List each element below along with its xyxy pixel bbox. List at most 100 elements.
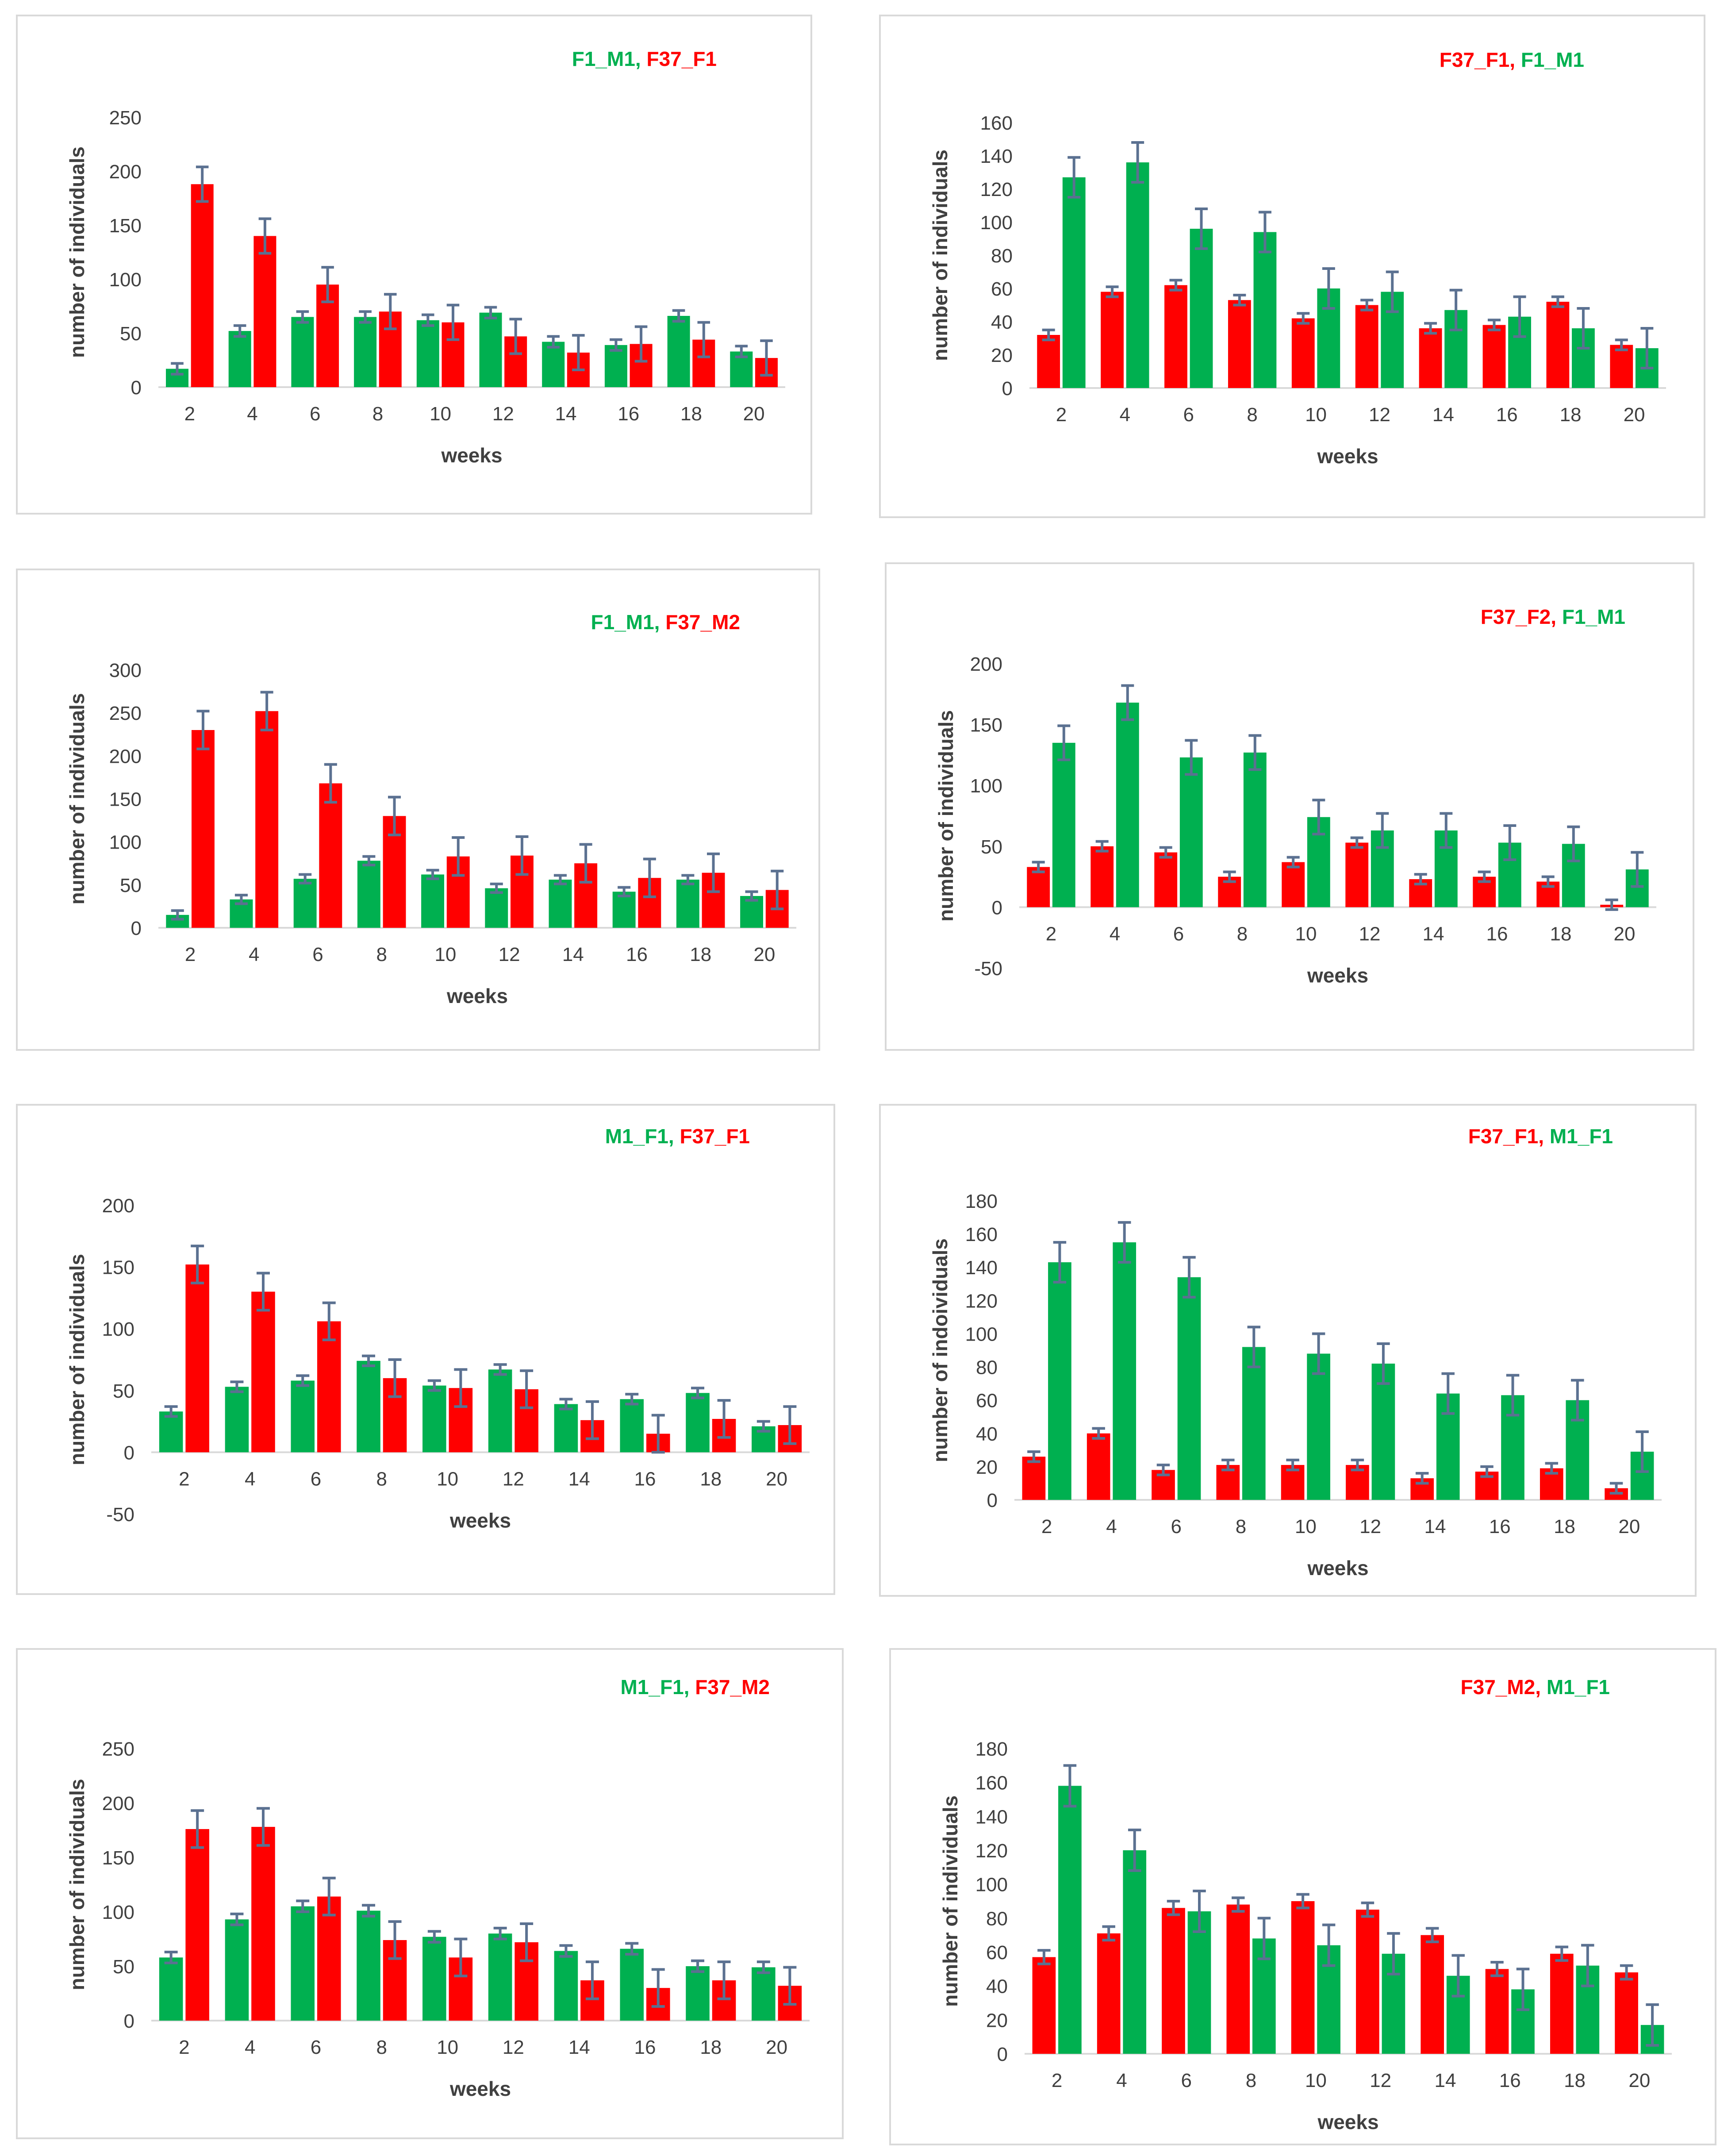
chart-7-svg: 0 50 100 150 200 250 2 4 6 8 10 12 14 16 18 20 weeks numb… — [65, 1676, 810, 2100]
error-bar-F1_M1-week-12 — [484, 306, 497, 319]
error-bar-F37_F1-week-12 — [1351, 1458, 1364, 1472]
error-bar-F37_F1-week-10 — [454, 1368, 468, 1408]
y-tick-label: 0 — [131, 918, 142, 939]
error-bar-F37_F1-week-2 — [196, 165, 209, 203]
chart-legend: M1_F1, F37_M2 — [621, 1676, 770, 1699]
x-tick-label: 10 — [437, 1468, 458, 1490]
y-tick-label: 50 — [113, 1380, 134, 1402]
bar-M1_F1-week-6 — [291, 1380, 315, 1453]
error-bar-F37_F1-week-12 — [1360, 299, 1374, 311]
error-bar-F1_M1-week-4 — [233, 324, 246, 338]
error-bar-F1_M1-week-20 — [745, 890, 758, 902]
error-bar-F37_M2-week-14 — [579, 843, 592, 884]
error-bar-F1_M1-week-10 — [426, 869, 439, 880]
x-tick-label: 6 — [311, 1468, 321, 1490]
legend-entry-M1_F1: M1_F1, — [621, 1676, 695, 1699]
error-bar-F37_F1-week-16 — [651, 1414, 665, 1454]
x-tick-label: 14 — [1434, 2070, 1456, 2091]
bar-M1_F1-week-10 — [422, 1385, 446, 1453]
x-tick-label: 16 — [1489, 1516, 1511, 1537]
error-bar-F37_F2-week-20 — [1605, 898, 1618, 911]
error-bar-F37_F1-week-20 — [783, 1405, 797, 1445]
x-tick-label: 20 — [766, 2037, 787, 2058]
chart-4-svg: -50 0 50 100 150 200 2 4 6 8 10 12 14 16 18 20 weeks numb… — [934, 605, 1656, 987]
x-tick-label: 8 — [1246, 2070, 1256, 2091]
bar-F37_M2-week-18 — [1550, 1953, 1574, 2054]
bar-M1_F1-week-2 — [1058, 1786, 1082, 2054]
bar-F1_M1-week-8 — [1253, 232, 1277, 388]
error-bar-F37_M2-week-20 — [771, 869, 784, 911]
bar-M1_F1-week-14 — [554, 1951, 578, 2021]
legend-entry-F37_F1: F37_F1 — [680, 1125, 750, 1148]
error-bar-M1_F1-week-14 — [1451, 1954, 1465, 1998]
error-bar-M1_F1-week-10 — [1312, 1332, 1325, 1375]
error-bar-F1_M1-week-14 — [547, 335, 560, 349]
error-bar-F37_M2-week-10 — [1296, 1893, 1309, 1910]
bar-F1_M1-week-10 — [416, 320, 439, 387]
error-bar-M1_F1-week-20 — [1636, 1430, 1649, 1473]
bar-F37_M2-week-12 — [1356, 1910, 1379, 2054]
y-tick-label: 200 — [102, 1195, 134, 1217]
error-bar-F37_M2-week-4 — [1102, 1925, 1115, 1942]
error-bar-M1_F1-week-6 — [1193, 1890, 1206, 1933]
x-tick-label: 16 — [1486, 923, 1508, 945]
chart-legend: F1_M1, F37_F1 — [572, 47, 717, 70]
bar-F37_M2-week-16 — [1485, 1969, 1509, 2054]
chart-panel-3: 0 50 100 150 200 250 300 2 4 6 8 10 12 14 16 18 20 weeks n… — [16, 569, 820, 1051]
y-tick-label: 20 — [991, 345, 1013, 366]
error-bar-F37_F1-week-20 — [760, 339, 773, 377]
chart-panel-7: 0 50 100 150 200 250 2 4 6 8 10 12 14 16 18 20 weeks numb… — [16, 1648, 844, 2139]
legend-entry-F37_M2: F37_M2 — [695, 1676, 770, 1699]
error-bar-M1_F1-week-2 — [164, 1951, 178, 1964]
bar-F37_F1-week-8 — [1228, 300, 1251, 388]
bar-M1_F1-week-10 — [422, 1937, 446, 2021]
bar-M1_F1-week-8 — [357, 1360, 380, 1453]
y-tick-label: 50 — [113, 1956, 134, 1978]
bar-F37_F2-week-10 — [1282, 862, 1305, 907]
error-bar-M1_F1-week-6 — [1183, 1256, 1196, 1299]
bar-F37_M2-week-20 — [1615, 1972, 1638, 2054]
error-bar-F37_M2-week-2 — [191, 1809, 204, 1849]
legend-entry-F37_M2: F37_M2 — [665, 611, 740, 634]
y-axis-title: number of individuals — [65, 1779, 88, 1991]
error-bar-M1_F1-week-18 — [691, 1387, 705, 1399]
bar-F1_M1-week-14 — [549, 880, 572, 928]
y-tick-label: 150 — [109, 789, 142, 811]
error-bar-M1_F1-week-10 — [1322, 1923, 1336, 1967]
y-axis-title: number of individuals — [65, 146, 88, 358]
error-bar-F37_F2-week-18 — [1541, 875, 1555, 888]
x-tick-label: 18 — [1554, 1516, 1575, 1537]
error-bar-F37_F1-week-14 — [572, 334, 585, 371]
error-bar-F37_M2-week-10 — [454, 1937, 468, 1978]
error-bar-F37_M2-week-2 — [1037, 1949, 1051, 1965]
y-tick-label: 150 — [109, 215, 142, 237]
error-bar-F37_F2-week-4 — [1095, 840, 1109, 853]
bar-F37_F1-week-2 — [185, 1264, 209, 1453]
x-tick-label: 4 — [245, 2037, 255, 2058]
error-bar-M1_F1-week-2 — [1053, 1241, 1067, 1284]
x-tick-label: 16 — [1499, 2070, 1521, 2091]
chart-legend: F37_M2, M1_F1 — [1461, 1676, 1610, 1699]
y-tick-label: 60 — [991, 278, 1013, 300]
error-bar-F37_F1-week-6 — [1156, 1464, 1170, 1476]
x-tick-label: 4 — [1106, 1516, 1117, 1537]
x-tick-label: 12 — [1369, 404, 1390, 426]
bar-M1_F1-week-12 — [488, 1369, 512, 1453]
y-axis-title: number of indoividuals — [929, 1238, 952, 1462]
error-bar-F37_M2-week-14 — [585, 1960, 599, 2000]
y-tick-label: 80 — [976, 1357, 998, 1379]
y-tick-label: 120 — [975, 1840, 1008, 1862]
error-bar-F37_F1-week-4 — [1106, 285, 1119, 298]
x-tick-label: 2 — [1046, 923, 1056, 945]
bar-F1_M1-week-8 — [354, 317, 377, 387]
x-tick-label: 10 — [1305, 404, 1327, 426]
y-tick-label: 100 — [109, 832, 142, 853]
y-tick-label: 100 — [980, 212, 1013, 234]
x-tick-label: 14 — [1432, 404, 1454, 426]
legend-entry-M1_F1: M1_F1 — [1550, 1125, 1613, 1148]
legend-entry-M1_F1: M1_F1, — [605, 1125, 680, 1148]
error-bar-F1_M1-week-8 — [1258, 211, 1271, 254]
x-tick-label: 20 — [1624, 404, 1645, 426]
error-bar-F37_M2-week-12 — [1361, 1901, 1375, 1918]
error-bar-F37_F1-week-12 — [520, 1369, 534, 1409]
